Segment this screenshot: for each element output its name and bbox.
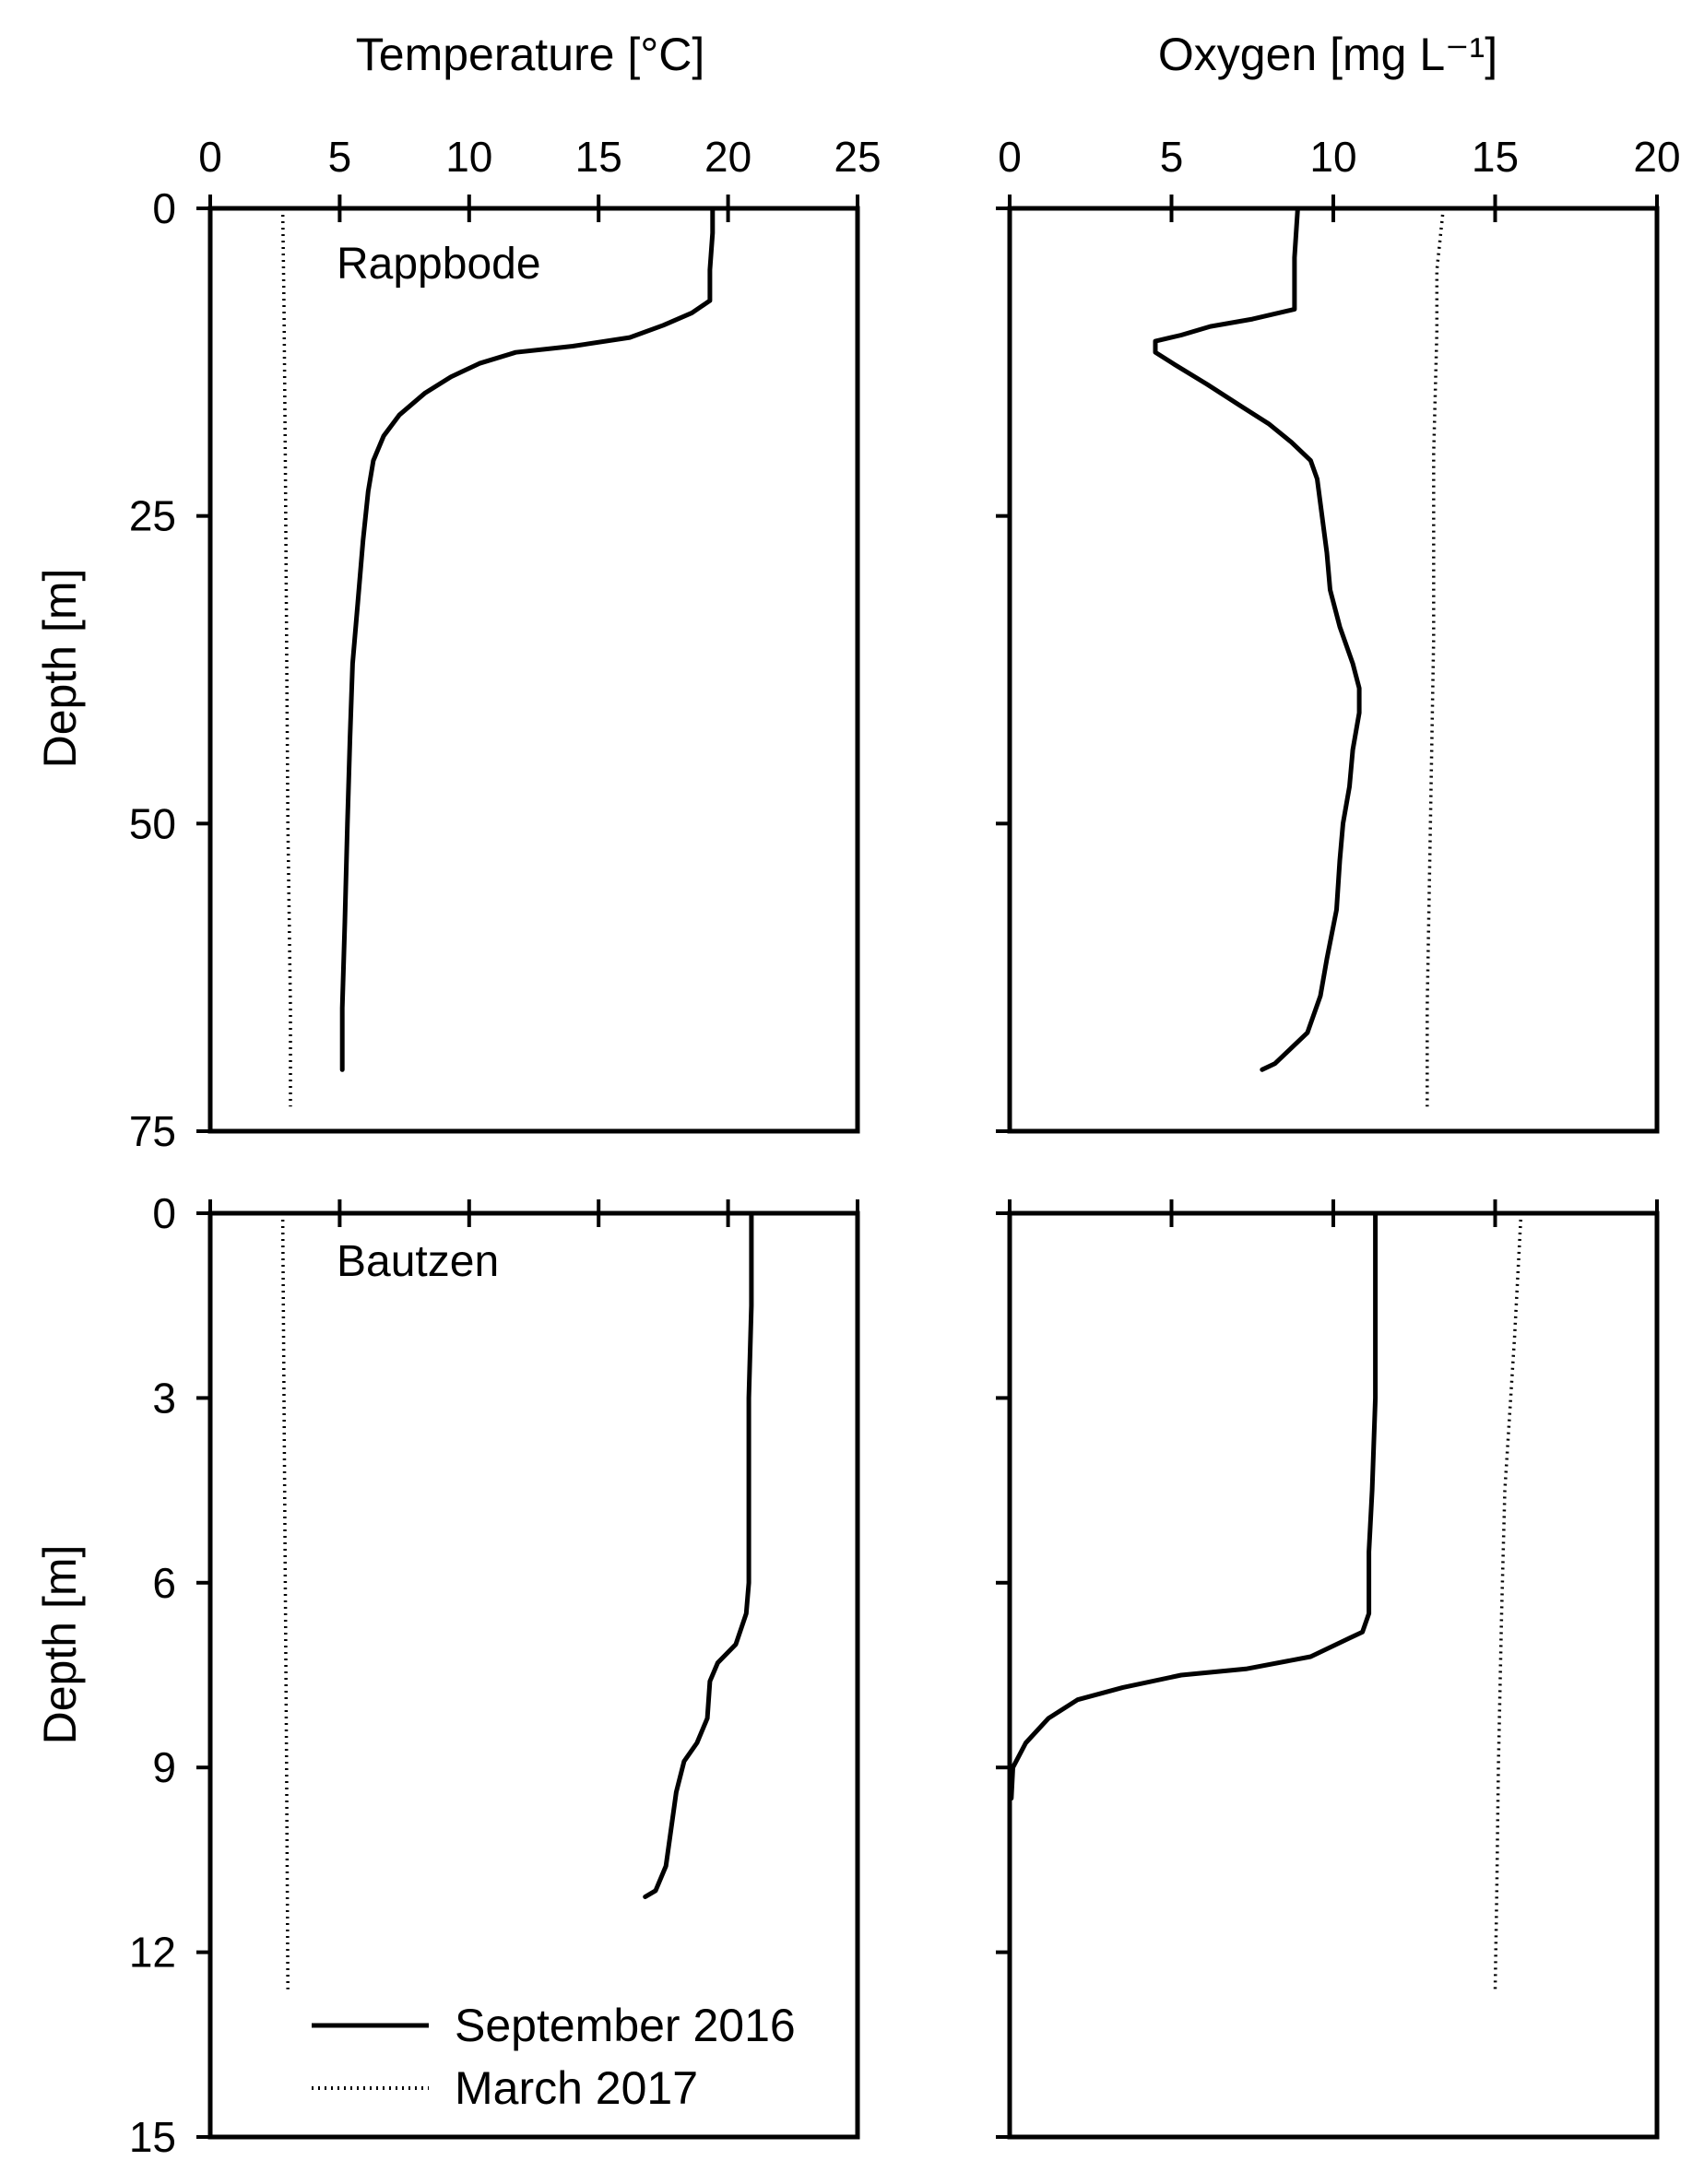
series-line-march-2017 — [1426, 207, 1446, 1107]
oxygen-axis-title: Oxygen [mg L⁻¹] — [1158, 29, 1497, 80]
x-tick-label: 0 — [998, 133, 1022, 181]
plot-frame — [1007, 206, 1660, 1134]
y-tick-label: 50 — [129, 799, 176, 847]
series-line-september-2016 — [643, 1210, 754, 1899]
series-line-september-2016 — [1153, 206, 1362, 1072]
y-tick-label: 75 — [129, 1107, 176, 1155]
legend: September 2016 March 2017 — [312, 2000, 796, 2114]
temperature-axis-title: Temperature [°C] — [356, 29, 704, 80]
legend-label-march-2017: March 2017 — [455, 2062, 698, 2114]
oxygen-rappbode-panel: 0 5 10 15 20 — [996, 133, 1681, 1134]
y-tick-label: 12 — [129, 1929, 176, 1977]
x-tick-label: 10 — [445, 133, 492, 181]
depth-axis-title-top: Depth [m] — [34, 569, 86, 769]
series-line-march-2017 — [280, 207, 292, 1107]
temperature-rappbode-panel: 0 5 10 15 20 25 0 25 50 75 — [129, 133, 882, 1155]
x-tick-label: 5 — [328, 133, 352, 181]
depth-axis-title-bottom: Depth [m] — [34, 1545, 86, 1745]
x-tick-label: 25 — [834, 133, 881, 181]
plot-frame — [207, 206, 860, 1134]
y-tick-label: 6 — [152, 1559, 176, 1607]
legend-label-september-2016: September 2016 — [455, 2000, 796, 2051]
x-tick-label: 0 — [198, 133, 222, 181]
x-tick-label: 20 — [1633, 133, 1680, 181]
y-tick-label: 15 — [129, 2113, 176, 2161]
series-line-september-2016 — [339, 206, 716, 1072]
y-tick-label: 9 — [152, 1743, 176, 1791]
series-line-march-2017 — [1493, 1212, 1523, 1989]
plot-frame — [207, 1210, 860, 2140]
series-line-september-2016 — [1009, 1210, 1379, 1801]
x-tick-label: 5 — [1160, 133, 1184, 181]
x-tick-label: 20 — [704, 133, 751, 181]
plot-frame — [1007, 1210, 1660, 2140]
rappbode-label: Rappbode — [337, 240, 541, 289]
y-tick-label: 0 — [152, 184, 176, 232]
bautzen-label: Bautzen — [337, 1237, 499, 1286]
series-line-march-2017 — [280, 1212, 290, 1989]
y-tick-label: 0 — [152, 1189, 176, 1237]
oxygen-bautzen-panel — [996, 1199, 1660, 2140]
y-tick-label: 25 — [129, 492, 176, 540]
temperature-bautzen-panel: 0 3 6 9 12 15 — [129, 1189, 860, 2161]
x-tick-label: 15 — [575, 133, 622, 181]
x-tick-label: 10 — [1309, 133, 1356, 181]
x-tick-label: 15 — [1472, 133, 1519, 181]
y-tick-label: 3 — [152, 1374, 176, 1422]
